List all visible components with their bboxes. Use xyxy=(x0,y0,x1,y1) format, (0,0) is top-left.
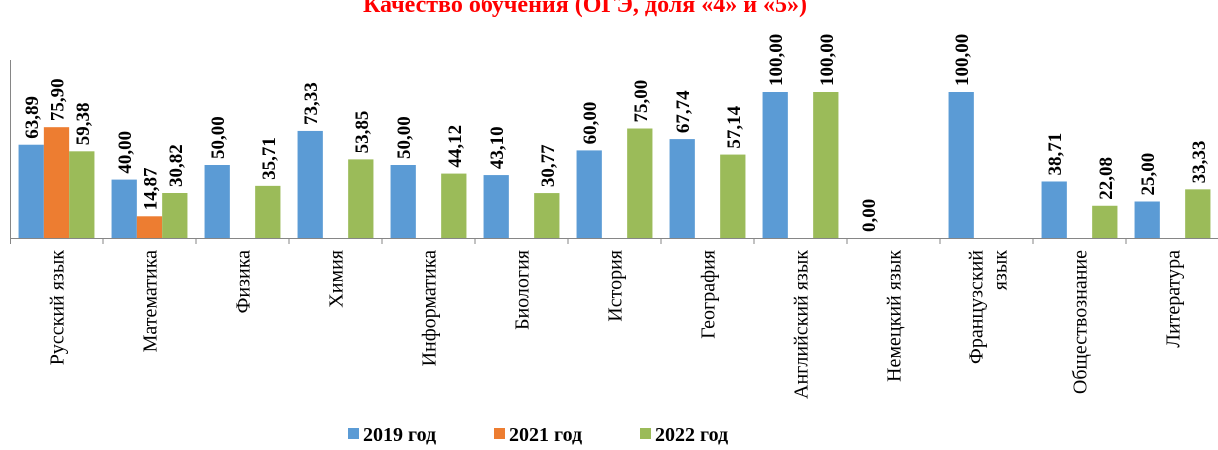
value-label: 100,00 xyxy=(952,34,973,86)
bar xyxy=(762,92,788,238)
value-label: 50,00 xyxy=(394,116,415,159)
bar xyxy=(669,139,695,238)
bar xyxy=(1185,189,1211,238)
x-tick-label: Биология xyxy=(512,250,534,330)
value-label: 25,00 xyxy=(1138,153,1159,196)
bar xyxy=(162,193,188,238)
value-label: 57,14 xyxy=(724,105,745,148)
value-label: 75,90 xyxy=(48,78,69,121)
value-label: 59,38 xyxy=(73,103,94,146)
bar xyxy=(18,144,44,238)
x-tick-label-line: язык xyxy=(990,250,1012,291)
bar xyxy=(43,127,70,238)
bar xyxy=(69,151,95,238)
x-tick-label: Химия xyxy=(326,250,348,308)
x-tick-label-line: Французский xyxy=(966,250,988,364)
x-tick-label: Французский язык xyxy=(966,250,1012,364)
bar xyxy=(948,92,974,238)
bar xyxy=(297,130,323,238)
x-tick-label: Информатика xyxy=(419,250,441,367)
value-label: 0,00 xyxy=(859,199,880,232)
legend-label: 2019 год xyxy=(363,424,436,446)
x-tick-label: Математика xyxy=(140,250,162,352)
legend-swatch xyxy=(348,428,359,439)
value-label: 100,00 xyxy=(817,34,838,86)
x-tick-label: Физика xyxy=(233,250,255,314)
value-label: 40,00 xyxy=(115,131,136,174)
value-label: 75,00 xyxy=(631,80,652,123)
bar xyxy=(483,175,509,238)
bar xyxy=(348,159,374,238)
value-label: 60,00 xyxy=(580,102,601,145)
bar xyxy=(204,165,230,238)
value-label: 63,89 xyxy=(22,96,43,139)
value-label: 53,85 xyxy=(352,111,373,154)
value-label: 33,33 xyxy=(1189,141,1210,184)
x-tick-label: Русский язык xyxy=(47,250,69,366)
legend-label: 2022 год xyxy=(655,424,728,446)
bar xyxy=(1134,201,1160,238)
bar xyxy=(576,150,602,238)
value-label: 30,82 xyxy=(166,144,187,187)
legend-label: 2021 год xyxy=(509,424,582,446)
x-tick-label: Литература xyxy=(1163,250,1185,348)
value-label: 35,71 xyxy=(259,137,280,180)
x-tick-label: Немецкий язык xyxy=(884,250,906,382)
value-label: 22,08 xyxy=(1096,157,1117,200)
bar xyxy=(1041,181,1067,238)
x-tick-label: География xyxy=(698,250,720,339)
value-label: 30,77 xyxy=(538,144,559,187)
x-tick-label: Английский язык xyxy=(791,250,813,399)
chart-title: Качество обучения (ОГЭ, доля «4» и «5») xyxy=(363,0,807,18)
bar xyxy=(720,154,746,238)
bar xyxy=(627,128,653,238)
value-label: 14,87 xyxy=(141,167,162,210)
value-label: 38,71 xyxy=(1045,133,1066,176)
value-label: 50,00 xyxy=(208,116,229,159)
bar xyxy=(534,193,560,238)
bar xyxy=(1092,205,1118,238)
value-label: 73,33 xyxy=(301,82,322,125)
x-tick-label: История xyxy=(605,250,627,322)
legend-swatch xyxy=(640,428,651,439)
value-label: 67,74 xyxy=(673,90,694,133)
legend-swatch xyxy=(494,428,505,439)
bar xyxy=(136,216,163,238)
value-label: 43,10 xyxy=(487,126,508,169)
bar xyxy=(255,185,281,238)
bar xyxy=(813,92,839,238)
bar xyxy=(390,165,416,238)
x-tick-label: Обществознание xyxy=(1070,250,1092,394)
bar xyxy=(111,179,137,238)
value-label: 44,12 xyxy=(445,125,466,168)
bar xyxy=(441,173,467,238)
value-label: 100,00 xyxy=(766,34,787,86)
